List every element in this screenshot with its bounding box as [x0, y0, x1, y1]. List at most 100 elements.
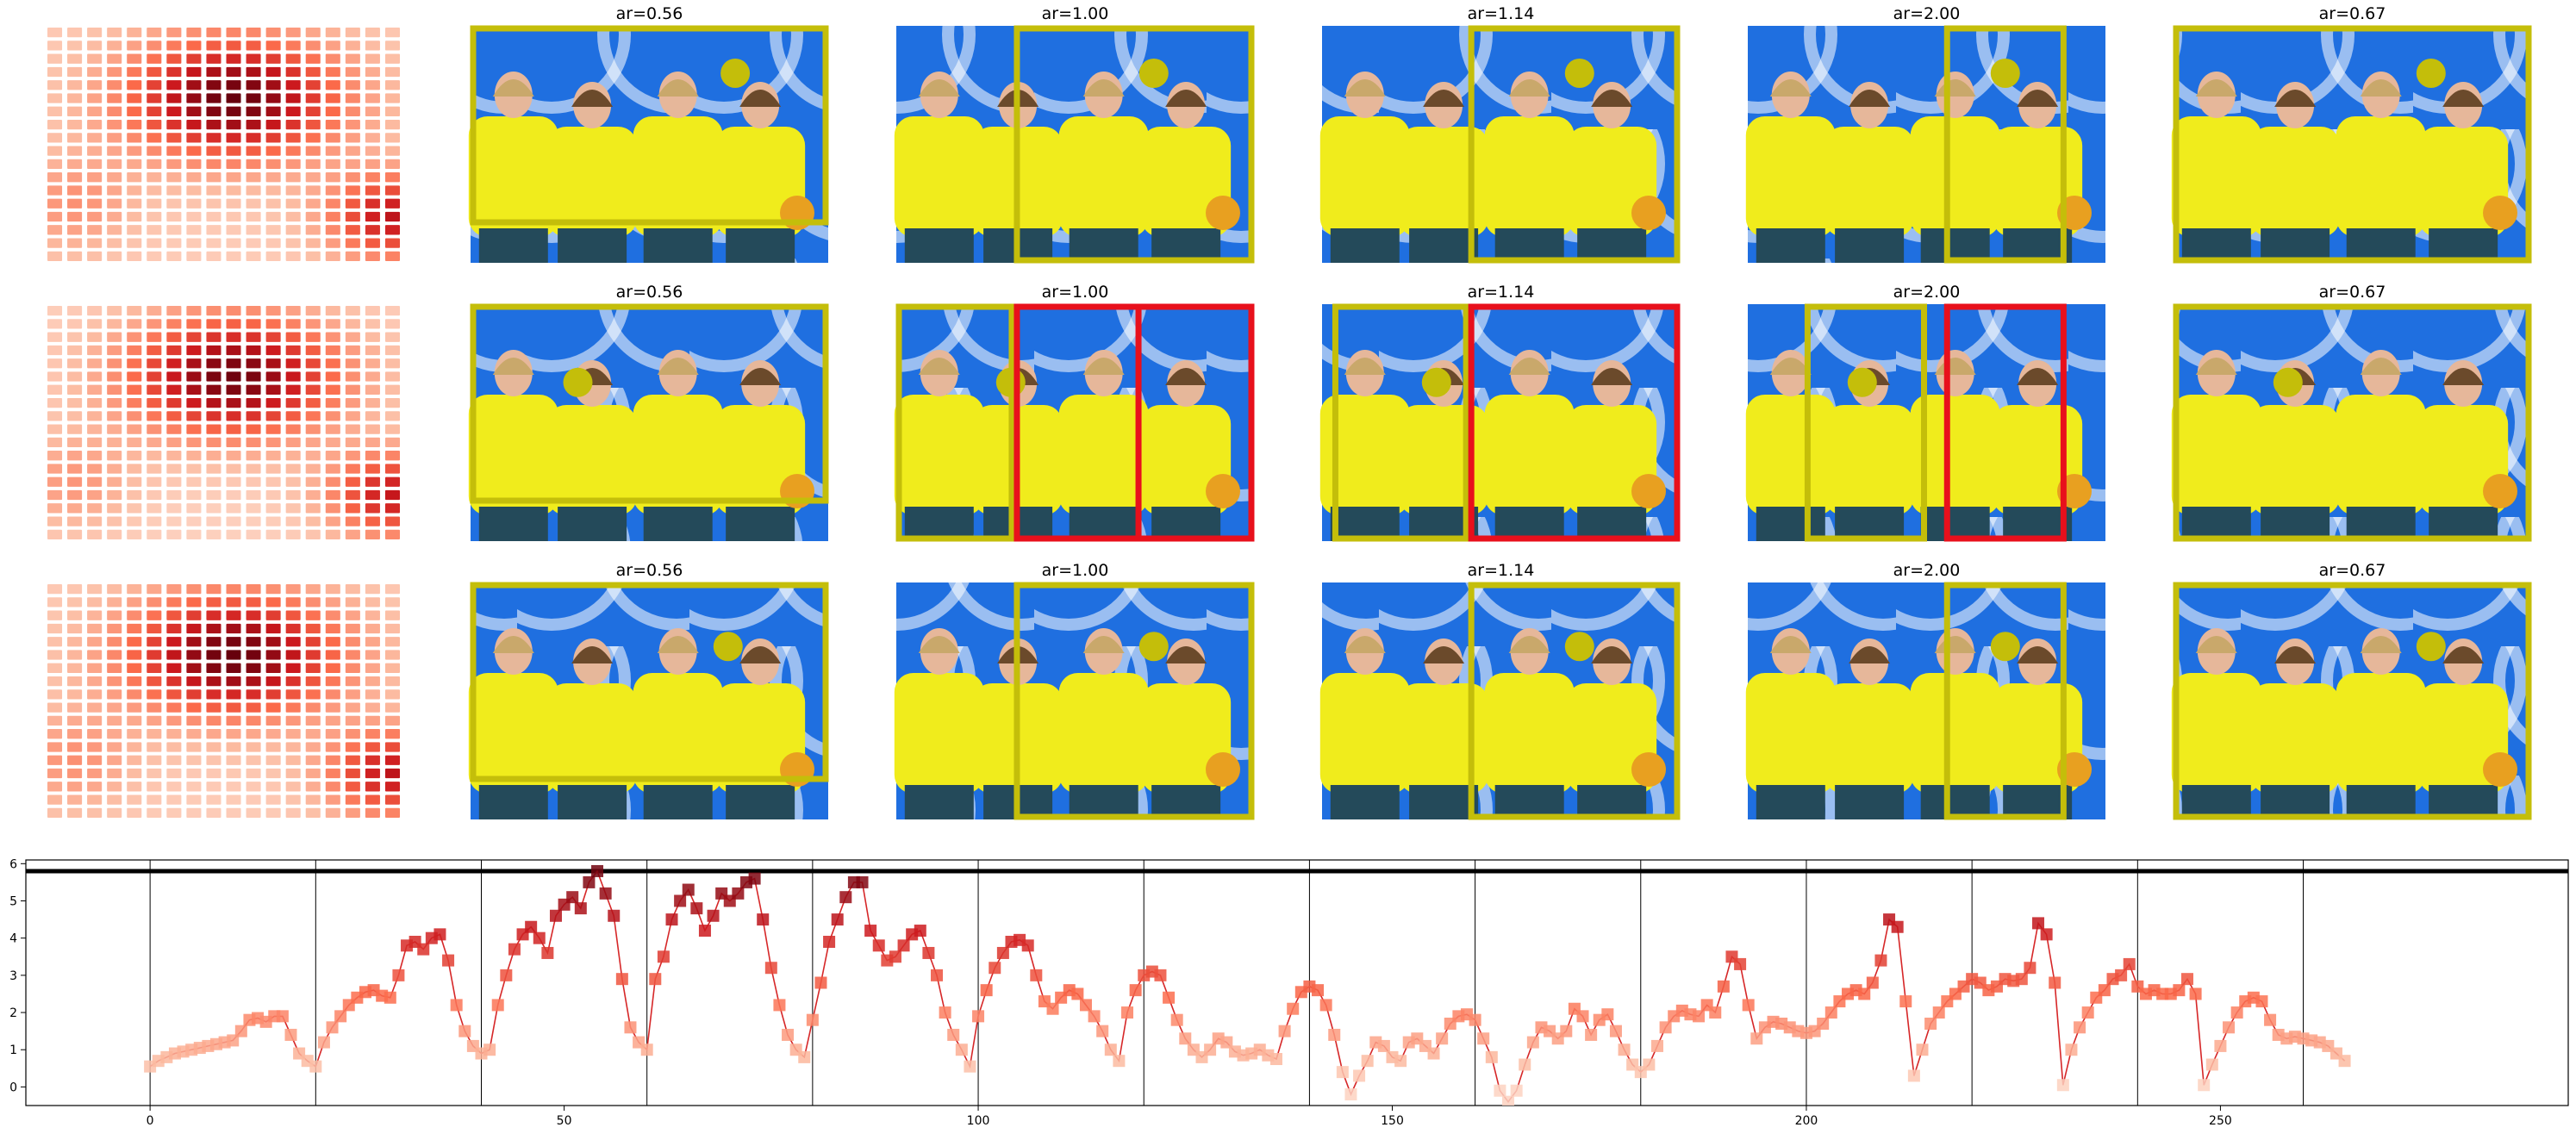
heatmap-cell: [127, 146, 142, 156]
heatmap-cell: [107, 424, 122, 434]
fixation-dot: [1138, 632, 1169, 662]
data-point: [234, 1025, 247, 1037]
heatmap-cell: [345, 702, 360, 713]
heatmap-cell: [345, 637, 360, 647]
heatmap-cell: [67, 345, 83, 356]
heatmap-cell: [107, 729, 122, 739]
heatmap-cell: [147, 119, 162, 130]
heatmap-cell: [345, 319, 360, 329]
heatmap-cell: [265, 119, 281, 130]
crop-panel-r2-c4: ar=1.14: [1319, 283, 1681, 542]
heatmap-cell: [246, 529, 261, 539]
heatmap-cell: [365, 397, 380, 408]
heatmap-cell: [305, 40, 321, 51]
heatmap-cell: [325, 411, 340, 421]
data-point: [1643, 1058, 1656, 1071]
heatmap-cell: [47, 516, 63, 526]
panel-title: ar=0.56: [616, 283, 683, 302]
crop-box: [1332, 303, 1469, 542]
heatmap-cell: [384, 424, 400, 434]
heatmap-cell: [285, 106, 301, 116]
heatmap-cell: [325, 623, 340, 634]
heatmap-cell: [147, 451, 162, 461]
heatmap-cell: [325, 225, 340, 235]
heatmap-cell: [265, 371, 281, 382]
heatmap-cell: [265, 238, 281, 248]
heatmap-cell: [166, 319, 182, 329]
fixation-dot: [1847, 367, 1877, 397]
heatmap-cell: [365, 211, 380, 222]
y-tick-label: 3: [9, 969, 17, 983]
data-point: [1121, 1006, 1134, 1019]
heatmap-cell: [186, 225, 202, 235]
heatmap-cell: [265, 133, 281, 143]
heatmap-cell: [384, 80, 400, 90]
heatmap-cell: [265, 306, 281, 316]
data-point: [989, 962, 1001, 975]
heatmap-cell: [384, 529, 400, 539]
heatmap-cell: [365, 66, 380, 78]
heatmap-cell: [226, 689, 241, 700]
data-point: [657, 950, 670, 963]
heatmap-cell: [305, 358, 321, 369]
heatmap-cell: [186, 689, 202, 700]
heatmap-cell: [47, 146, 63, 156]
heatmap-cell: [246, 306, 261, 316]
heatmap-cell: [285, 782, 301, 792]
heatmap-cell: [166, 146, 182, 156]
heatmap-cell: [206, 159, 221, 170]
data-point: [1204, 1043, 1217, 1056]
heatmap-cell: [67, 782, 83, 792]
heatmap-cell: [166, 133, 182, 143]
panel-title: ar=0.56: [616, 4, 683, 23]
data-point: [1179, 1032, 1192, 1045]
data-point: [483, 1043, 496, 1056]
heatmap-cell: [305, 610, 321, 620]
heatmap-cell: [226, 146, 241, 156]
heatmap-cell: [186, 66, 202, 78]
data-point: [1510, 1084, 1523, 1097]
heatmap-cell: [67, 464, 83, 474]
heatmap-cell: [47, 319, 63, 329]
heatmap-cell: [265, 451, 281, 461]
heatmap-cell: [325, 742, 340, 752]
data-point: [276, 1010, 289, 1023]
y-tick-label: 5: [9, 895, 17, 909]
heatmap-cell: [206, 172, 221, 183]
heatmap-cell: [365, 529, 380, 539]
heatmap-cell: [107, 755, 122, 765]
heatmap-cell: [67, 40, 83, 51]
heatmap-cell: [246, 93, 261, 103]
data-point: [2032, 917, 2045, 930]
heatmap-cell: [186, 597, 202, 607]
heatmap-cell: [147, 384, 162, 395]
heatmap-cell: [107, 238, 122, 248]
heatmap-cell: [384, 93, 400, 103]
heatmap-cell: [325, 689, 340, 700]
heatmap-cell: [47, 225, 63, 235]
fixation-dot: [720, 59, 751, 88]
heatmap-cell: [107, 146, 122, 156]
heatmap-cell: [265, 106, 281, 116]
heatmap-cell: [107, 225, 122, 235]
heatmap-cell: [365, 623, 380, 634]
heatmap-cell: [67, 529, 83, 539]
heatmap-cell: [325, 637, 340, 647]
data-point: [583, 875, 596, 888]
heatmap-cell: [365, 384, 380, 395]
crop-box: [1468, 25, 1681, 264]
heatmap-cell: [147, 251, 162, 261]
heatmap-cell: [107, 584, 122, 595]
heatmap-cell: [67, 715, 83, 726]
heatmap-cell: [345, 623, 360, 634]
heatmap-cell: [305, 80, 321, 90]
data-point: [326, 1021, 339, 1034]
heatmap-cell: [87, 503, 103, 514]
data-point: [649, 973, 662, 986]
heatmap-cell: [87, 516, 103, 526]
heatmap-cell: [226, 225, 241, 235]
heatmap-cell: [127, 159, 142, 170]
heatmap-cell: [325, 384, 340, 395]
heatmap-cell: [265, 663, 281, 673]
heatmap-cell: [246, 597, 261, 607]
